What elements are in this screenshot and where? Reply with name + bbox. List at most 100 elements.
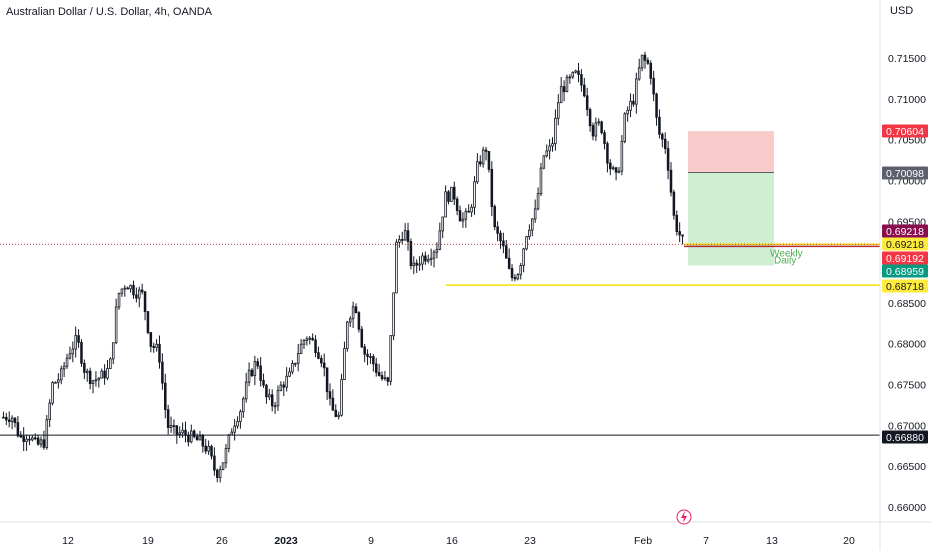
time-tick-label: 19	[142, 535, 154, 547]
price-tag-text: 0.68959	[886, 266, 924, 278]
candle-body	[169, 425, 173, 428]
candle-body	[583, 84, 586, 97]
candle-body	[236, 421, 239, 427]
candles-layer	[2, 51, 684, 483]
candle-body	[632, 100, 635, 105]
candle-body	[299, 343, 303, 354]
candle-body	[574, 70, 577, 73]
candle-body	[519, 265, 522, 276]
candle-body	[661, 133, 664, 140]
candle-body	[129, 284, 132, 290]
candle-body	[403, 230, 407, 241]
candle-body	[476, 161, 479, 183]
candle-body	[88, 370, 92, 385]
candle-body	[123, 287, 127, 290]
candle-body	[461, 218, 465, 222]
candle-body	[418, 263, 421, 266]
candle-body	[597, 121, 601, 124]
candle-body	[536, 193, 540, 210]
candle-body	[294, 362, 297, 365]
price-tag-text: 0.69218	[886, 226, 924, 238]
position-zones[interactable]	[688, 131, 774, 266]
candle-body	[140, 289, 144, 293]
candle-body	[195, 436, 199, 441]
price-tag	[882, 430, 928, 444]
candle-body	[137, 289, 141, 299]
candle-body	[256, 361, 260, 367]
candle-body	[184, 429, 187, 436]
candle-body	[377, 372, 381, 376]
candle-body	[380, 375, 384, 380]
price-tag	[882, 166, 928, 180]
candle-body	[262, 380, 265, 386]
candle-body	[568, 76, 572, 79]
candle-body	[244, 381, 248, 400]
candle-body	[221, 462, 225, 471]
candle-body	[143, 291, 147, 312]
candle-body	[478, 161, 482, 165]
candle-body	[106, 368, 109, 379]
candle-body	[487, 150, 491, 170]
daily-line-label: Daily	[774, 255, 796, 266]
candle-body	[233, 425, 236, 433]
candle-body	[502, 240, 505, 247]
candle-body	[646, 59, 650, 64]
candle-body	[218, 469, 222, 478]
candle-body	[585, 95, 589, 110]
price-tick-label: 0.71000	[888, 94, 926, 106]
candle-body	[149, 332, 153, 347]
candle-body	[473, 181, 476, 208]
candle-body	[109, 358, 112, 369]
candle-body	[181, 429, 184, 434]
candle-body	[74, 335, 77, 350]
candle-body	[311, 337, 314, 341]
candle-body	[305, 338, 309, 341]
candle-body	[337, 414, 340, 417]
candle-body	[2, 416, 5, 419]
time-tick-label: 7	[703, 535, 709, 547]
candle-body	[100, 370, 103, 379]
price-tag-text: 0.70604	[886, 126, 924, 138]
candle-body	[389, 335, 392, 382]
candle-body	[493, 206, 496, 228]
candle-body	[623, 113, 627, 142]
candle-body	[594, 122, 598, 137]
candle-body	[484, 149, 488, 152]
candle-body	[606, 143, 609, 164]
candle-body	[432, 251, 436, 259]
candle-body	[374, 363, 378, 373]
candle-body	[429, 257, 433, 261]
candle-body	[204, 445, 208, 452]
candle-body	[528, 229, 531, 238]
candle-body	[314, 339, 317, 354]
candle-body	[340, 379, 343, 416]
candle-body	[175, 425, 179, 435]
candle-body	[317, 352, 320, 359]
candle-body	[322, 362, 326, 369]
candle-body	[48, 402, 51, 421]
candle-body	[10, 417, 14, 422]
candle-body	[516, 274, 520, 280]
time-axis[interactable]: 12 19 26 2023 9 16 23 Feb 7 13 20	[0, 521, 932, 547]
candle-body	[135, 294, 138, 299]
candle-body	[7, 419, 11, 422]
candle-body	[392, 292, 395, 337]
candle-body	[239, 411, 242, 422]
time-tick-label: 2023	[274, 535, 298, 547]
candle-body	[198, 435, 202, 441]
price-tick-label: 0.68000	[888, 339, 926, 351]
candle-body	[111, 342, 115, 360]
candle-body	[554, 117, 557, 145]
candle-body	[325, 367, 329, 393]
candle-body	[83, 362, 86, 373]
candle-body	[531, 218, 534, 231]
candle-body	[5, 416, 8, 421]
candle-body	[97, 377, 101, 381]
candle-body	[406, 230, 410, 242]
candle-body	[227, 434, 231, 449]
candle-body	[577, 70, 580, 75]
candle-body	[452, 186, 456, 200]
candle-body	[126, 287, 129, 290]
